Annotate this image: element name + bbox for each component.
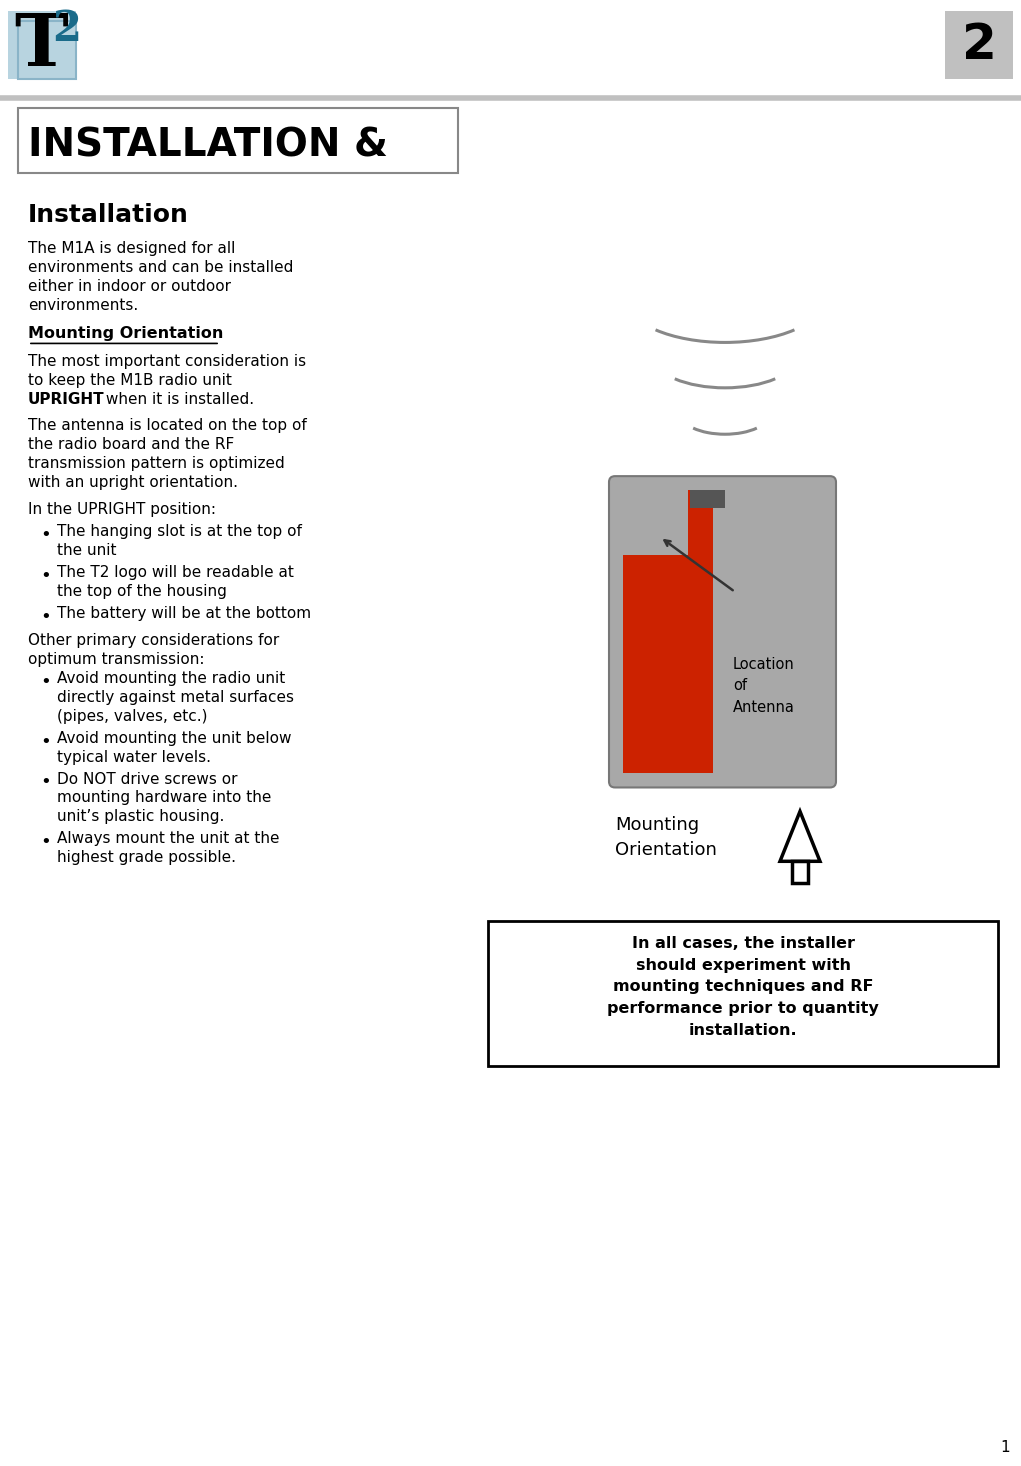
FancyBboxPatch shape bbox=[623, 490, 713, 550]
Text: The T2 logo will be readable at: The T2 logo will be readable at bbox=[57, 564, 294, 581]
Text: T: T bbox=[14, 10, 67, 81]
Text: Always mount the unit at the: Always mount the unit at the bbox=[57, 831, 280, 846]
Text: •: • bbox=[40, 567, 51, 585]
Text: In all cases, the installer
should experiment with
mounting techniques and RF
pe: In all cases, the installer should exper… bbox=[607, 937, 879, 1038]
FancyBboxPatch shape bbox=[792, 862, 808, 883]
Text: The most important consideration is: The most important consideration is bbox=[28, 355, 306, 369]
Text: environments.: environments. bbox=[28, 298, 138, 312]
Text: The hanging slot is at the top of: The hanging slot is at the top of bbox=[57, 523, 302, 539]
Text: •: • bbox=[40, 774, 51, 792]
Text: environments and can be installed: environments and can be installed bbox=[28, 259, 293, 274]
Text: •: • bbox=[40, 673, 51, 690]
Polygon shape bbox=[780, 811, 820, 862]
Text: the top of the housing: the top of the housing bbox=[57, 583, 227, 600]
Text: to keep the M1B radio unit: to keep the M1B radio unit bbox=[28, 374, 232, 388]
Text: Do NOT drive screws or: Do NOT drive screws or bbox=[57, 771, 238, 786]
Text: when it is installed.: when it is installed. bbox=[101, 393, 254, 408]
FancyBboxPatch shape bbox=[690, 490, 725, 509]
Text: with an upright orientation.: with an upright orientation. bbox=[28, 475, 238, 490]
Text: (pipes, valves, etc.): (pipes, valves, etc.) bbox=[57, 708, 207, 724]
Text: typical water levels.: typical water levels. bbox=[57, 749, 211, 765]
FancyBboxPatch shape bbox=[623, 490, 713, 774]
Text: Other primary considerations for: Other primary considerations for bbox=[28, 633, 280, 648]
Text: •: • bbox=[40, 733, 51, 751]
Text: Mounting Orientation: Mounting Orientation bbox=[28, 327, 224, 342]
Text: The battery will be at the bottom: The battery will be at the bottom bbox=[57, 605, 311, 622]
Text: the unit: the unit bbox=[57, 542, 116, 559]
Text: The M1A is designed for all: The M1A is designed for all bbox=[28, 240, 236, 255]
Text: Avoid mounting the radio unit: Avoid mounting the radio unit bbox=[57, 671, 285, 686]
Text: the radio board and the RF: the radio board and the RF bbox=[28, 437, 234, 452]
FancyBboxPatch shape bbox=[623, 490, 688, 556]
FancyBboxPatch shape bbox=[18, 108, 458, 173]
FancyBboxPatch shape bbox=[488, 921, 998, 1066]
Text: UPRIGHT: UPRIGHT bbox=[28, 393, 104, 408]
Text: •: • bbox=[40, 608, 51, 626]
FancyBboxPatch shape bbox=[945, 12, 1013, 79]
FancyBboxPatch shape bbox=[609, 476, 836, 787]
Text: Avoid mounting the unit below: Avoid mounting the unit below bbox=[57, 730, 292, 746]
Text: 2: 2 bbox=[52, 9, 81, 50]
Text: •: • bbox=[40, 833, 51, 852]
Text: mounting hardware into the: mounting hardware into the bbox=[57, 790, 272, 805]
Text: unit’s plastic housing.: unit’s plastic housing. bbox=[57, 809, 225, 824]
Text: 2: 2 bbox=[962, 21, 996, 69]
Text: •: • bbox=[40, 526, 51, 544]
Text: The antenna is located on the top of: The antenna is located on the top of bbox=[28, 418, 306, 434]
Text: Location
of
Antenna: Location of Antenna bbox=[733, 657, 795, 715]
Text: directly against metal surfaces: directly against metal surfaces bbox=[57, 689, 294, 705]
FancyBboxPatch shape bbox=[8, 12, 76, 79]
Text: optimum transmission:: optimum transmission: bbox=[28, 652, 204, 667]
Text: Installation: Installation bbox=[28, 202, 189, 227]
Text: Mounting
Orientation: Mounting Orientation bbox=[615, 817, 717, 859]
Text: transmission pattern is optimized: transmission pattern is optimized bbox=[28, 456, 285, 471]
Text: highest grade possible.: highest grade possible. bbox=[57, 850, 236, 865]
Text: In the UPRIGHT position:: In the UPRIGHT position: bbox=[28, 501, 216, 517]
Text: INSTALLATION &: INSTALLATION & bbox=[28, 128, 388, 164]
Text: 1: 1 bbox=[1001, 1440, 1010, 1456]
Text: either in indoor or outdoor: either in indoor or outdoor bbox=[28, 279, 231, 293]
